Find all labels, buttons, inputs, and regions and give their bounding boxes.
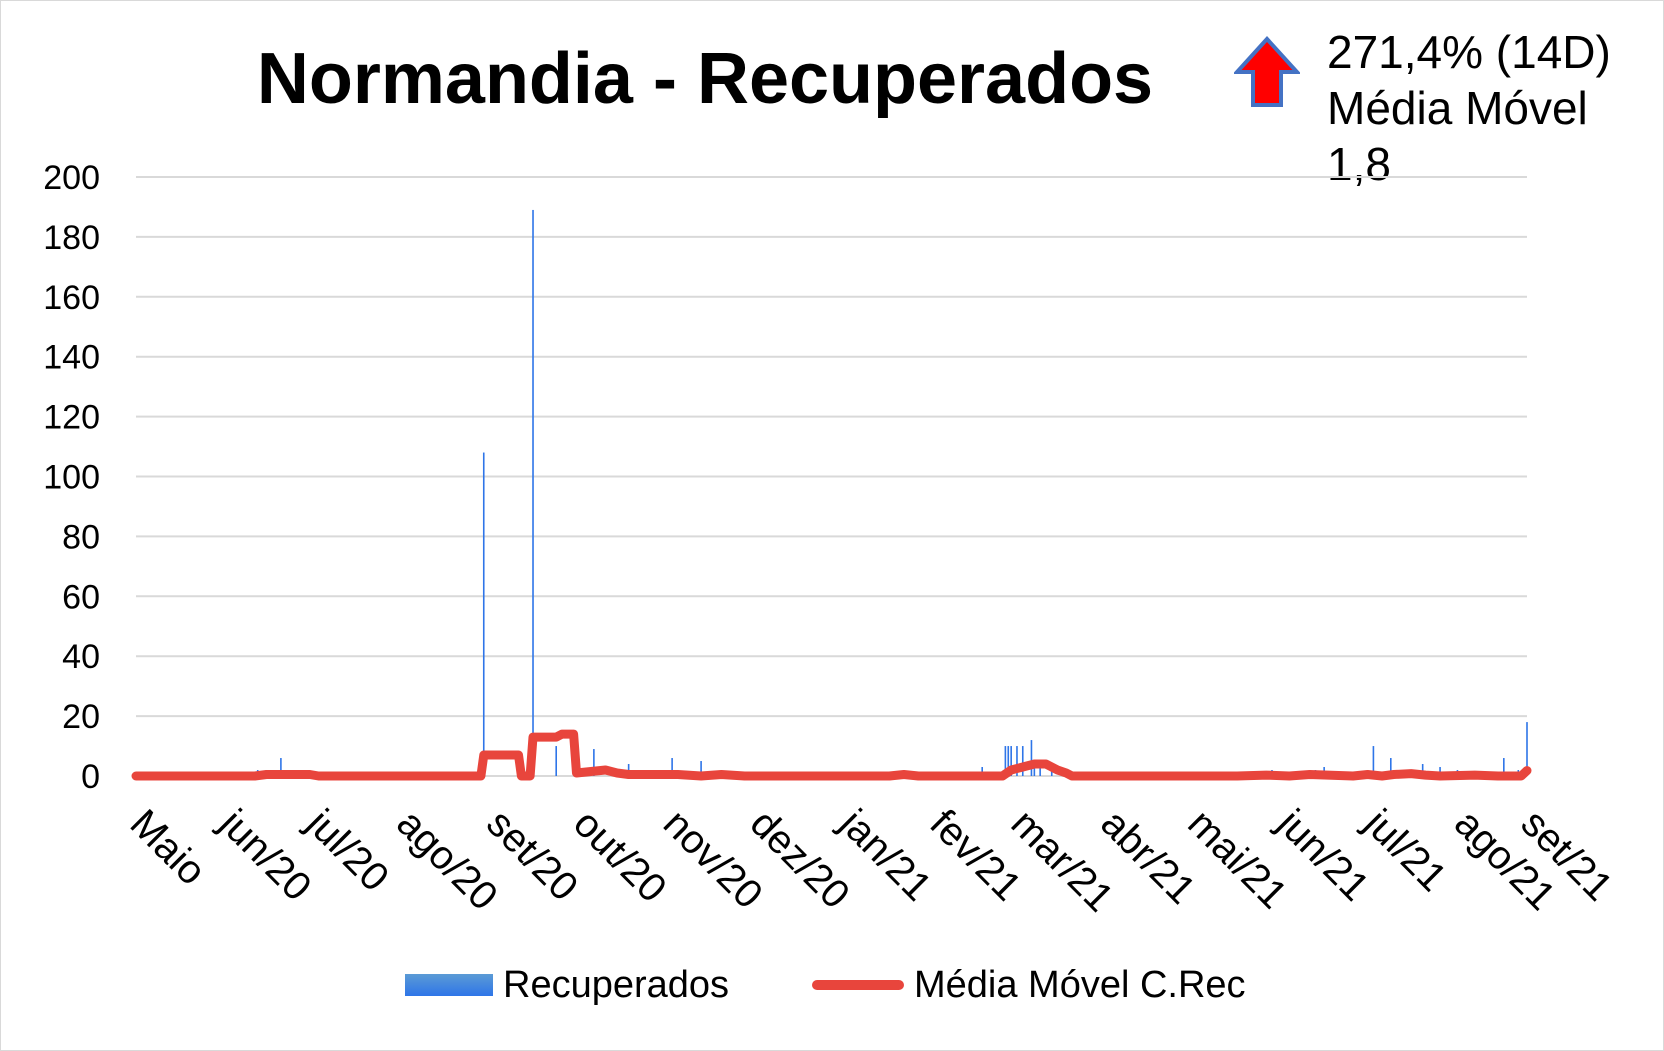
trend-up-arrow-icon — [1234, 36, 1300, 107]
x-tick-label: mar/21 — [1003, 801, 1122, 920]
bar — [1007, 746, 1010, 776]
x-tick-label: dez/20 — [742, 801, 858, 917]
x-axis-ticks: Maiojun/20jul/20ago/20set/20out/20nov/20… — [122, 801, 1621, 921]
y-tick-label: 80 — [62, 518, 100, 556]
bar — [1050, 770, 1053, 776]
legend-item-recuperados: Recuperados — [405, 960, 729, 1010]
chart-plot: 0 20 40 60 80 100 120 140 160 180 200 Maiojun/20ju… — [43, 159, 1621, 921]
bar — [1004, 746, 1007, 776]
legend-swatch-bar — [405, 974, 493, 996]
bar — [1030, 740, 1033, 776]
bar-series-recuperados — [256, 209, 1528, 776]
chart-title: Normandia - Recuperados — [256, 39, 1154, 119]
legend: Recuperados Média Móvel C.Rec — [0, 960, 1664, 1010]
bar — [671, 758, 673, 776]
bar — [280, 758, 282, 776]
bar — [532, 209, 534, 776]
x-tick-label: mai/21 — [1179, 801, 1295, 917]
moving-average-annotation: 271,4% (14D) Média Móvel 1,8 — [1327, 24, 1611, 192]
bar — [1421, 764, 1424, 776]
x-tick-label: out/20 — [565, 801, 675, 911]
y-tick-label: 0 — [81, 758, 100, 796]
x-tick-label: ago/20 — [388, 801, 506, 919]
bar — [1389, 758, 1392, 776]
bar — [482, 452, 485, 776]
x-tick-label: fev/21 — [921, 801, 1029, 909]
annotation-value: 1,8 — [1327, 138, 1391, 190]
y-axis-ticks: 0 20 40 60 80 100 120 140 160 180 200 — [43, 159, 100, 796]
bar — [700, 761, 702, 776]
x-tick-label: nov/20 — [655, 801, 771, 917]
bar — [1021, 746, 1024, 776]
bar — [1033, 764, 1036, 776]
legend-label-media-movel: Média Móvel C.Rec — [914, 963, 1246, 1006]
y-tick-label: 180 — [43, 219, 100, 257]
y-tick-label: 140 — [43, 339, 100, 377]
bar — [1526, 722, 1528, 776]
annotation-label: Média Móvel — [1327, 82, 1588, 134]
legend-label-recuperados: Recuperados — [503, 963, 730, 1006]
y-tick-label: 40 — [62, 638, 100, 676]
bar — [1010, 746, 1012, 776]
annotation-change-14d: 271,4% (14D) — [1327, 26, 1611, 78]
y-tick-label: 60 — [62, 578, 100, 616]
x-tick-label: Maio — [122, 801, 214, 893]
grid-lines — [136, 176, 1527, 777]
bar — [593, 749, 595, 776]
bar — [1503, 758, 1505, 776]
bar — [555, 746, 557, 776]
bar — [1016, 746, 1018, 776]
y-tick-label: 120 — [43, 399, 100, 437]
legend-swatch-line — [812, 980, 904, 990]
y-tick-label: 160 — [43, 279, 100, 317]
x-tick-label: jun/20 — [211, 801, 320, 910]
legend-item-media-movel: Média Móvel C.Rec — [812, 960, 1246, 1010]
bar — [1372, 746, 1375, 776]
y-tick-label: 200 — [43, 159, 100, 197]
y-tick-label: 20 — [62, 698, 100, 736]
y-tick-label: 100 — [43, 459, 100, 497]
bar — [1039, 767, 1041, 776]
line-series-media-movel — [131, 729, 1532, 781]
